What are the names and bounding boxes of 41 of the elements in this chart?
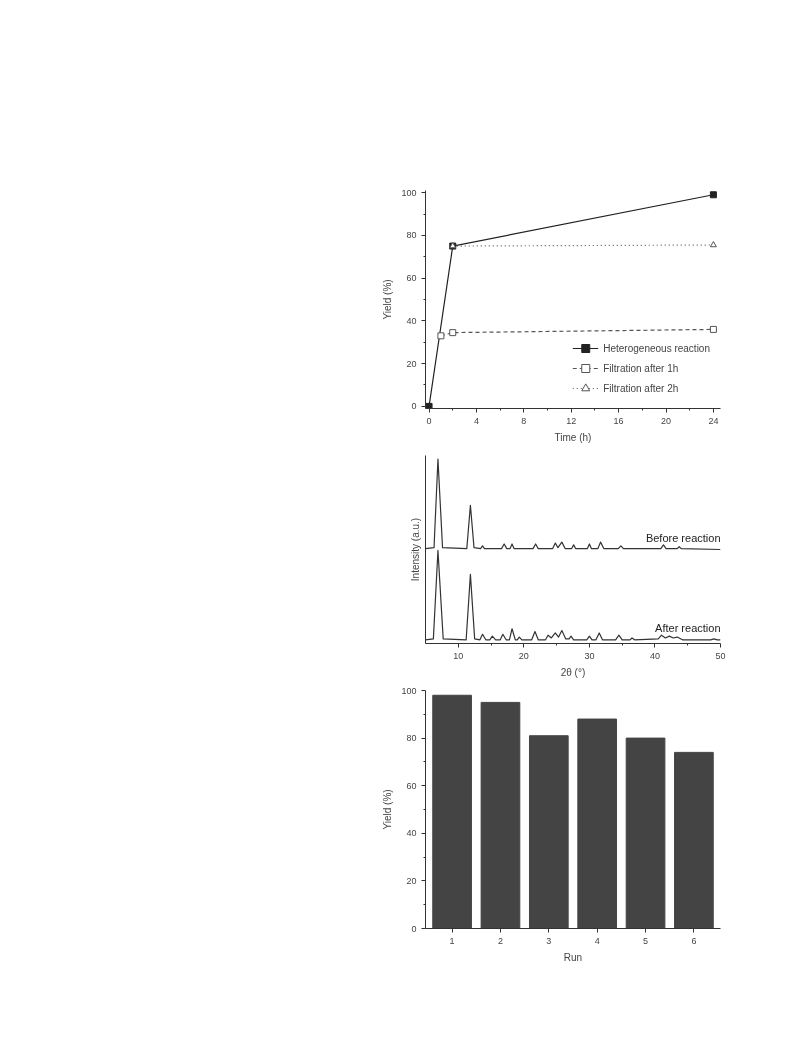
y-tick-label: 80 xyxy=(406,733,417,744)
x-tick-label: 30 xyxy=(584,650,595,661)
y-tick-label: 60 xyxy=(406,273,417,284)
legend-label: Filtration after 2h xyxy=(603,382,679,394)
y-tick-label: 20 xyxy=(406,875,417,886)
x-tick-label: 24 xyxy=(708,415,719,426)
x-tick-label: 5 xyxy=(643,935,649,946)
x-axis-title: 2θ (°) xyxy=(560,666,586,678)
y-tick-label: 40 xyxy=(406,315,417,326)
x-tick-label: 10 xyxy=(453,650,464,661)
y-tick-label: 60 xyxy=(406,780,417,791)
x-tick-label: 12 xyxy=(566,415,577,426)
series-label: Before reaction xyxy=(645,531,721,544)
y-tick-label: 100 xyxy=(401,187,417,198)
x-tick-label: 16 xyxy=(613,415,624,426)
y-tick-label: 20 xyxy=(406,358,417,369)
x-tick-label: 50 xyxy=(715,650,726,661)
y-axis-title: Yield (%) xyxy=(382,279,394,320)
x-tick-label: 20 xyxy=(661,415,672,426)
y-axis-title: Intensity (a.u.) xyxy=(409,517,421,582)
y-tick-label: 40 xyxy=(406,828,417,839)
x-tick-label: 6 xyxy=(691,935,697,946)
x-tick-label: 1 xyxy=(449,935,455,946)
x-tick-label: 4 xyxy=(594,935,600,946)
x-axis-title: Run xyxy=(563,951,583,963)
x-tick-label: 3 xyxy=(546,935,552,946)
legend-label: Filtration after 1h xyxy=(603,362,679,374)
x-tick-label: 2 xyxy=(497,935,503,946)
x-axis-title: Time (h) xyxy=(554,431,592,443)
x-tick-label: 4 xyxy=(473,415,479,426)
y-tick-label: 0 xyxy=(411,923,417,934)
x-tick-label: 0 xyxy=(426,415,432,426)
x-tick-label: 20 xyxy=(518,650,529,661)
y-tick-label: 100 xyxy=(401,685,417,696)
x-tick-label: 8 xyxy=(521,415,527,426)
y-tick-label: 0 xyxy=(411,401,417,412)
x-tick-label: 40 xyxy=(649,650,660,661)
series-label: After reaction xyxy=(655,621,721,634)
legend-label: Heterogeneous reaction xyxy=(603,342,710,354)
y-tick-label: 80 xyxy=(406,230,417,241)
y-axis-title: Yield (%) xyxy=(382,789,394,830)
